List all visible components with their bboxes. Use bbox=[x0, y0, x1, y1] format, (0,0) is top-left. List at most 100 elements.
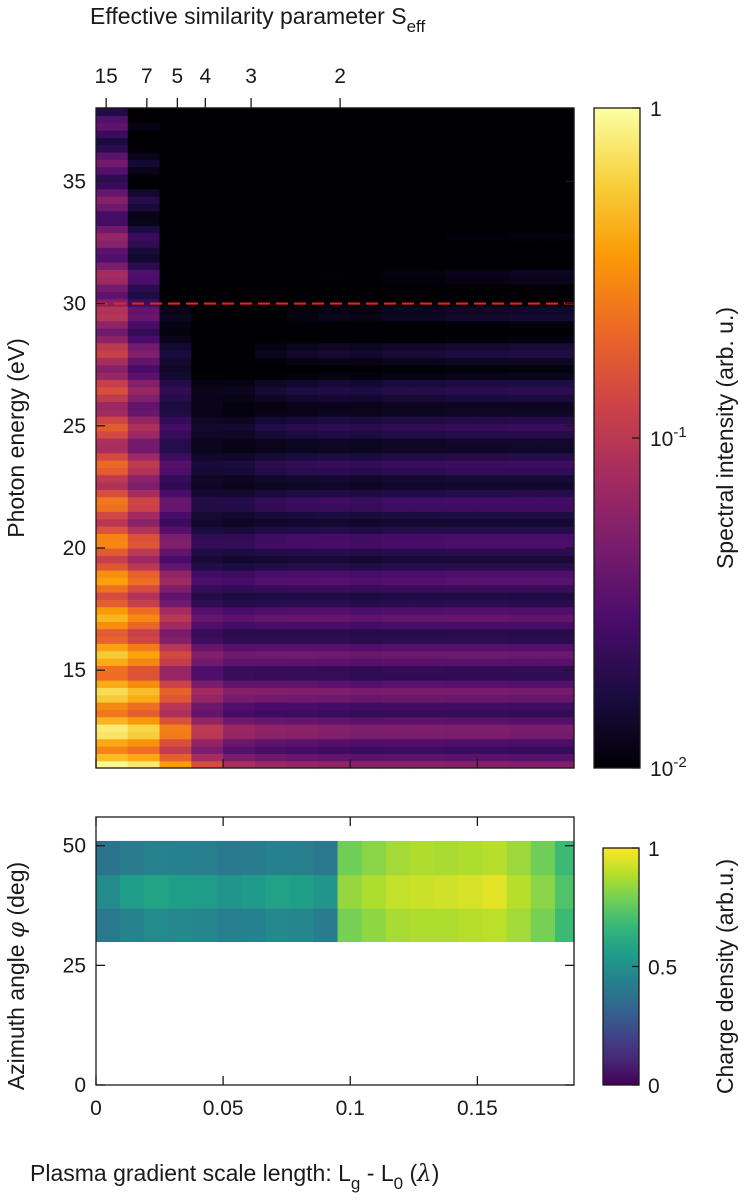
spectrum-cell bbox=[350, 658, 383, 666]
spectrum-cell bbox=[127, 555, 161, 564]
spectral-colorbar-tick-label: 1 bbox=[650, 98, 662, 121]
spectrum-cell bbox=[540, 247, 575, 256]
spectrum-cell bbox=[477, 276, 510, 285]
spectrum-cell bbox=[223, 438, 256, 446]
spectrum-cell bbox=[445, 474, 478, 483]
spectrum-cell bbox=[413, 665, 447, 674]
spectrum-cell bbox=[350, 122, 383, 131]
spectrum-cell bbox=[191, 203, 224, 212]
spectrum-cell bbox=[286, 218, 320, 226]
spectrum-cell bbox=[159, 460, 192, 468]
charge-cell bbox=[385, 840, 411, 876]
spectrum-cell bbox=[413, 533, 447, 542]
spectrum-cell bbox=[477, 643, 510, 652]
spectrum-cell bbox=[540, 225, 575, 234]
spectrum-cell bbox=[540, 606, 575, 615]
spectrum-cell bbox=[350, 628, 383, 637]
spectrum-cell bbox=[223, 225, 256, 234]
spectrum-cell bbox=[445, 540, 478, 549]
spectrum-cell bbox=[413, 628, 447, 637]
spectrum-cell bbox=[159, 262, 192, 270]
charge-cell bbox=[265, 874, 290, 909]
spectrum-cell bbox=[350, 511, 383, 520]
spectrum-cell bbox=[191, 130, 224, 138]
spectrum-cell bbox=[96, 628, 129, 637]
spectrum-cell bbox=[382, 188, 415, 197]
spectrum-cell bbox=[127, 364, 161, 373]
spectrum-cell bbox=[223, 254, 256, 263]
charge-cell bbox=[337, 874, 363, 909]
spectrum-cell bbox=[318, 416, 351, 424]
spectrum-cell bbox=[254, 599, 288, 608]
charge-cell bbox=[168, 840, 194, 876]
spectrum-cell bbox=[159, 247, 192, 256]
spectrum-cell bbox=[191, 137, 224, 146]
spectrum-plot-frame bbox=[95, 107, 575, 769]
spectrum-cell bbox=[127, 203, 161, 212]
spectrum-cell bbox=[350, 592, 383, 600]
spectrum-cell bbox=[191, 526, 224, 534]
spectrum-cell bbox=[191, 628, 224, 637]
spectrum-cell bbox=[382, 196, 415, 204]
spectrum-cell bbox=[191, 687, 224, 696]
spectrum-cell bbox=[350, 386, 383, 395]
spectrum-cell bbox=[254, 467, 288, 476]
spectrum-cell bbox=[159, 306, 192, 314]
spectrum-cell bbox=[159, 357, 192, 366]
spectrum-cell bbox=[509, 130, 542, 138]
charge-cell bbox=[216, 840, 242, 876]
spectrum-cell bbox=[223, 650, 256, 659]
spectrum-cell bbox=[509, 680, 542, 688]
spectrum-cell bbox=[318, 753, 351, 762]
spectrum-cell bbox=[477, 746, 510, 754]
spectrum-cell bbox=[350, 577, 383, 586]
spectrum-cell bbox=[477, 672, 510, 681]
spectrum-cell bbox=[286, 643, 320, 652]
spectrum-cell bbox=[445, 350, 478, 358]
spectrum-cell bbox=[477, 181, 510, 190]
spectrum-cell bbox=[286, 166, 320, 175]
spectrum-cell bbox=[191, 335, 224, 344]
spectrum-cell bbox=[223, 518, 256, 527]
spectrum-cell bbox=[477, 225, 510, 234]
spectrum-cell bbox=[477, 445, 510, 454]
spectrum-cell bbox=[191, 416, 224, 424]
spectrum-cell bbox=[159, 467, 192, 476]
spectrum-cell bbox=[413, 174, 447, 182]
charge-cell bbox=[96, 907, 121, 943]
spectrum-cell bbox=[127, 408, 161, 417]
spectrum-cell bbox=[191, 548, 224, 556]
spectrum-cell bbox=[477, 489, 510, 498]
spectrum-cell bbox=[286, 489, 320, 498]
spectrum-cell bbox=[540, 445, 575, 454]
spectrum-cell bbox=[477, 731, 510, 740]
charge-cell bbox=[434, 840, 459, 876]
charge-cell bbox=[554, 907, 575, 943]
spectrum-cell bbox=[286, 210, 320, 219]
spectrum-cell bbox=[318, 364, 351, 373]
spectrum-cell bbox=[318, 533, 351, 542]
spectrum-cell bbox=[509, 511, 542, 520]
spectrum-cell bbox=[286, 636, 320, 644]
spectrum-cell bbox=[286, 284, 320, 292]
spectrum-cell bbox=[540, 511, 575, 520]
spectrum-cell bbox=[445, 284, 478, 292]
x-label-lambda: λ bbox=[416, 1161, 432, 1187]
spectrum-cell bbox=[350, 504, 383, 512]
spectrum-cell bbox=[191, 731, 224, 740]
spectrum-cell bbox=[509, 291, 542, 300]
spectrum-cell bbox=[223, 474, 256, 483]
spectrum-cell bbox=[509, 276, 542, 285]
spectrum-cell bbox=[540, 254, 575, 263]
spectrum-cell bbox=[318, 166, 351, 175]
spectrum-cell bbox=[540, 540, 575, 549]
spectrum-cell bbox=[191, 276, 224, 285]
spectrum-cell bbox=[254, 702, 288, 710]
spectrum-cell bbox=[445, 144, 478, 153]
spectrum-cell bbox=[382, 225, 415, 234]
spectrum-cell bbox=[254, 540, 288, 549]
spectrum-cell bbox=[318, 240, 351, 248]
top-axis-title: Effective similarity parameter Seff bbox=[90, 3, 425, 36]
spectrum-cell bbox=[191, 122, 224, 131]
spectrum-cell bbox=[445, 709, 478, 718]
